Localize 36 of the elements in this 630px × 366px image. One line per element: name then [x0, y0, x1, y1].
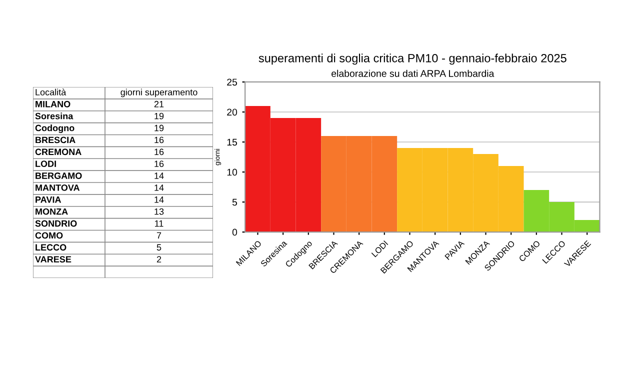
text: 14	[154, 196, 164, 203]
y-tick-label: 10	[227, 168, 238, 176]
y-tick-label: 0	[232, 228, 238, 236]
text: giorni superamento	[120, 88, 198, 98]
text: 19	[154, 124, 164, 132]
text: 16	[154, 148, 164, 156]
text: CREMONA	[35, 148, 82, 156]
text: 16	[154, 136, 164, 144]
y-tick-label: 20	[227, 108, 238, 116]
y-tick-label: 15	[227, 138, 238, 146]
y-tick-label: 5	[232, 198, 238, 206]
text: 16	[154, 160, 164, 168]
text: LODI	[36, 160, 56, 168]
text: MONZA	[36, 208, 68, 215]
text: 19	[154, 112, 164, 120]
text: 14	[154, 172, 164, 179]
text: Codogno	[35, 124, 74, 134]
text: 5	[156, 244, 162, 251]
text: PAVIA	[36, 196, 62, 203]
text: BERGAMO	[36, 172, 82, 179]
text: SONDRIO	[35, 220, 77, 227]
text: 14	[154, 184, 164, 191]
y-tick-label: 25	[227, 78, 238, 86]
chart-subtitle: elaborazione su dati ARPA Lombardia	[332, 70, 494, 77]
text: 21	[154, 100, 164, 108]
text: MANTOVA	[36, 184, 80, 191]
text: 11	[155, 220, 164, 227]
text: 13	[154, 208, 164, 215]
text: MILANO	[36, 100, 70, 108]
text: Soresina	[35, 112, 74, 120]
chart-title: superamenti di soglia critica PM10 - gennaio-febbraio 2025	[258, 54, 566, 65]
text: BRESCIA	[36, 136, 76, 144]
text: Località	[36, 88, 66, 96]
text: COMO	[35, 232, 63, 239]
text: 2	[156, 256, 162, 262]
text: 7	[156, 232, 162, 239]
